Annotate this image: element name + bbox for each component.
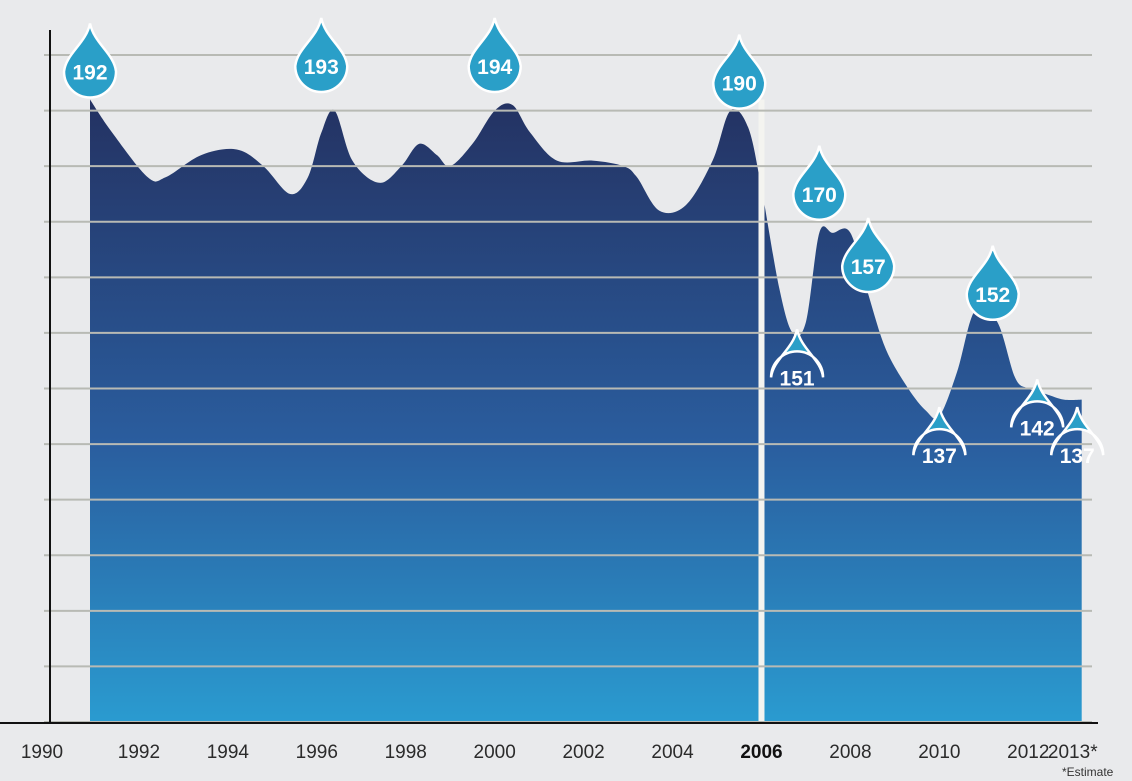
data-label-text: 152 bbox=[975, 284, 1010, 307]
drop-shape bbox=[965, 245, 1020, 322]
data-label-drop: 137 bbox=[912, 406, 967, 468]
x-tick-label: 1998 bbox=[385, 742, 427, 763]
data-label-drop: 193 bbox=[294, 17, 349, 94]
data-label-text: 193 bbox=[304, 56, 339, 79]
data-label-drop: 157 bbox=[840, 217, 896, 294]
data-label-drop: 192 bbox=[62, 23, 118, 99]
axis-layer: 1990 1992 1994 1996 1998 2000 2002 2004 2006 2008… bbox=[0, 30, 1098, 763]
x-tick-label: 2010 bbox=[918, 742, 960, 763]
x-tick-label: 1992 bbox=[118, 742, 160, 763]
data-label-drop: 137 bbox=[1049, 406, 1105, 468]
data-label-text: 192 bbox=[72, 61, 107, 84]
grid-layer bbox=[44, 54, 1092, 723]
x-tick-label: 2012 bbox=[1007, 742, 1049, 763]
drop-shape bbox=[840, 217, 896, 294]
x-tick-label: 2013* bbox=[1048, 742, 1098, 763]
x-tick-label: 2004 bbox=[651, 742, 694, 763]
x-tick-label: 1994 bbox=[207, 742, 250, 763]
data-label-text: 170 bbox=[802, 184, 837, 207]
data-label-text: 142 bbox=[1020, 417, 1055, 440]
data-label-text: 190 bbox=[722, 73, 757, 96]
data-label-drop: 142 bbox=[1009, 379, 1065, 440]
data-label-text: 137 bbox=[1060, 445, 1095, 468]
drop-shape bbox=[1049, 406, 1105, 456]
data-label-drop: 190 bbox=[712, 34, 767, 110]
drop-shape bbox=[712, 34, 767, 110]
data-label-drop: 194 bbox=[467, 17, 522, 94]
data-label-drop: 151 bbox=[769, 329, 825, 390]
x-tick-label: 1996 bbox=[296, 742, 338, 763]
estimate-note: *Estimate bbox=[1062, 765, 1114, 779]
data-label-drop: 170 bbox=[792, 145, 847, 221]
x-tick-label: 2006 bbox=[740, 742, 782, 763]
data-label-text: 137 bbox=[922, 445, 957, 468]
x-tick-label: 2002 bbox=[562, 742, 604, 763]
x-tick-label: 2000 bbox=[474, 742, 516, 763]
drop-shape bbox=[1009, 379, 1065, 428]
data-label-text: 194 bbox=[477, 56, 512, 79]
drop-shape bbox=[769, 329, 825, 378]
data-label-text: 151 bbox=[780, 367, 815, 390]
data-label-text: 157 bbox=[851, 256, 886, 279]
drop-shape bbox=[792, 145, 847, 221]
x-tick-label: 2008 bbox=[829, 742, 871, 763]
drop-shape bbox=[294, 17, 349, 94]
drop-shape bbox=[912, 406, 967, 456]
drop-shape bbox=[62, 23, 118, 99]
data-label-drop: 152 bbox=[965, 245, 1020, 322]
drop-shape bbox=[467, 17, 522, 94]
area-layer bbox=[90, 99, 1082, 722]
x-tick-label: 1990 bbox=[21, 742, 63, 763]
series-area bbox=[90, 99, 1082, 722]
